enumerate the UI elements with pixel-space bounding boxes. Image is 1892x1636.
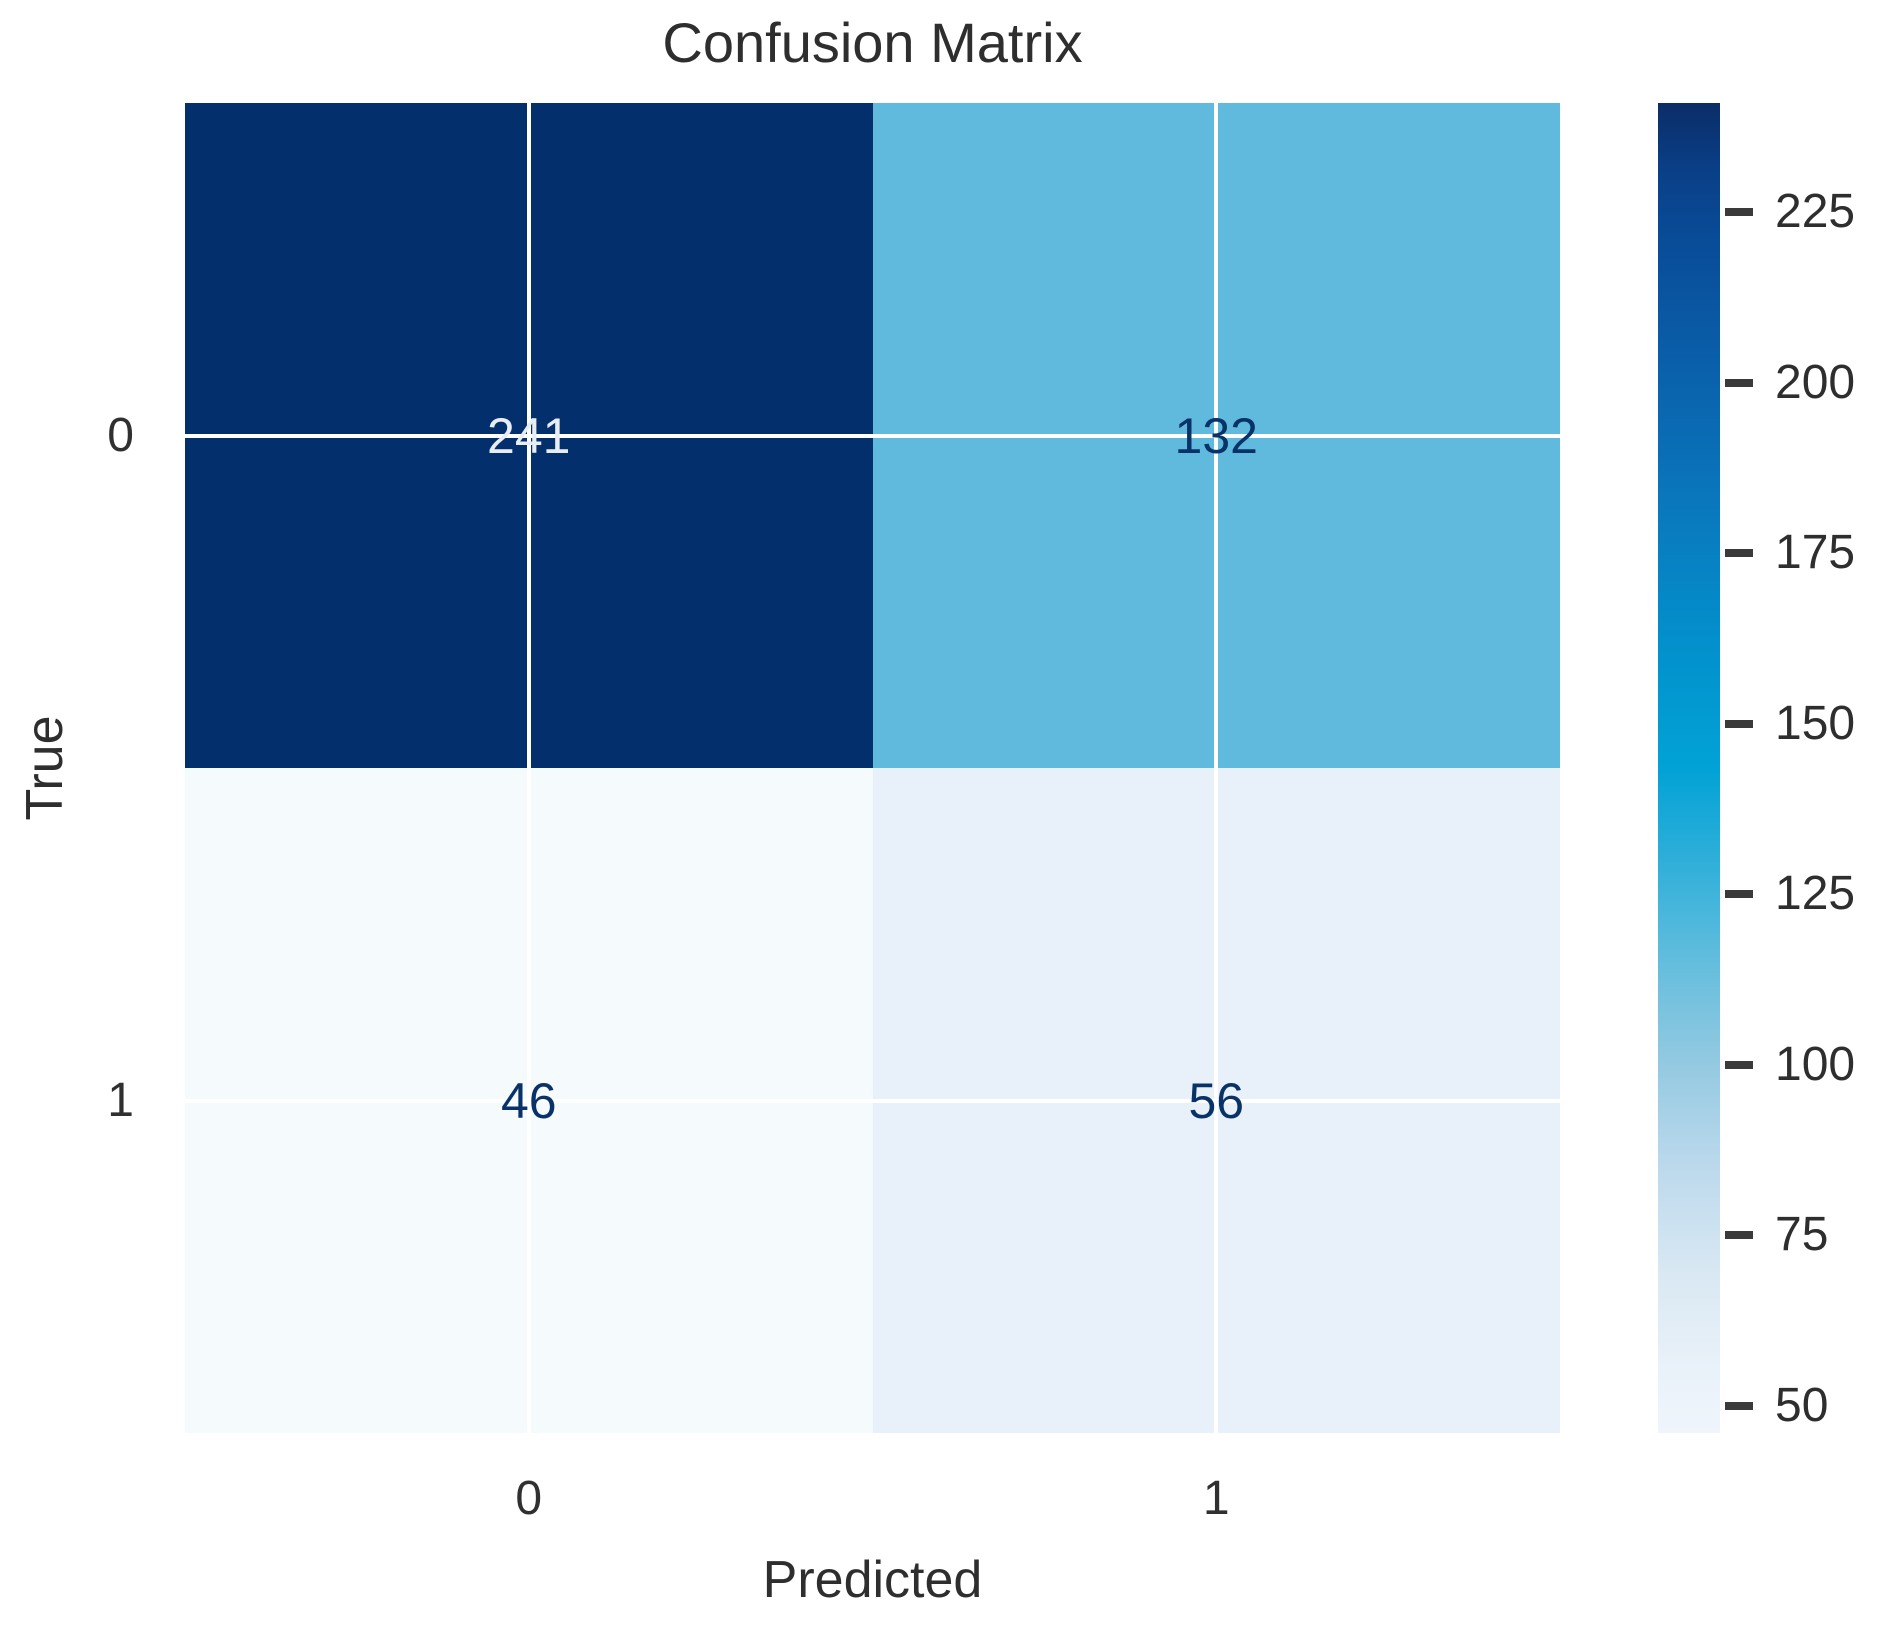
x-axis-label: Predicted	[762, 1551, 983, 1609]
gridline-vertical	[526, 103, 531, 1433]
colorbar-tick-label-50: 50	[1775, 1378, 1829, 1432]
gridline-horizontal	[185, 433, 1560, 438]
chart-title: Confusion Matrix	[662, 11, 1083, 74]
colorbar-tick-mark	[1725, 1060, 1753, 1069]
cell-value: 132	[1174, 407, 1258, 464]
colorbar-tick-label-150: 150	[1775, 696, 1856, 750]
colorbar-tick-label-125: 125	[1775, 867, 1856, 921]
cell-value: 241	[487, 407, 571, 464]
y-tick-label-1: 1	[107, 1073, 134, 1127]
colorbar-tick-mark	[1725, 1401, 1753, 1410]
gridline-vertical	[1214, 103, 1219, 1433]
cell-value: 46	[500, 1072, 557, 1129]
colorbar-tick-mark	[1725, 549, 1753, 558]
colorbar-tick-label-225: 225	[1775, 185, 1856, 239]
x-tick-label-0: 0	[515, 1472, 543, 1525]
colorbar-tick-label-175: 175	[1775, 526, 1856, 580]
y-tick-label-0: 0	[107, 408, 134, 462]
heatmap: 241 132 46 56	[185, 103, 1560, 1433]
colorbar-tick-label-75: 75	[1775, 1208, 1829, 1262]
colorbar-tick-mark	[1725, 890, 1753, 899]
colorbar-tick-mark	[1725, 208, 1753, 217]
colorbar-tick-mark	[1725, 1231, 1753, 1240]
colorbar-tick-label-100: 100	[1775, 1037, 1856, 1091]
x-tick-label-1: 1	[1202, 1472, 1230, 1525]
colorbar-tick-mark	[1725, 719, 1753, 728]
colorbar: 50 75 100 125 150 175 200 225	[1658, 103, 1855, 1433]
colorbar-tick-label-200: 200	[1775, 355, 1856, 409]
colorbar-tick-mark	[1725, 378, 1753, 387]
cell-value: 56	[1188, 1072, 1245, 1129]
gridline-horizontal	[185, 1098, 1560, 1103]
